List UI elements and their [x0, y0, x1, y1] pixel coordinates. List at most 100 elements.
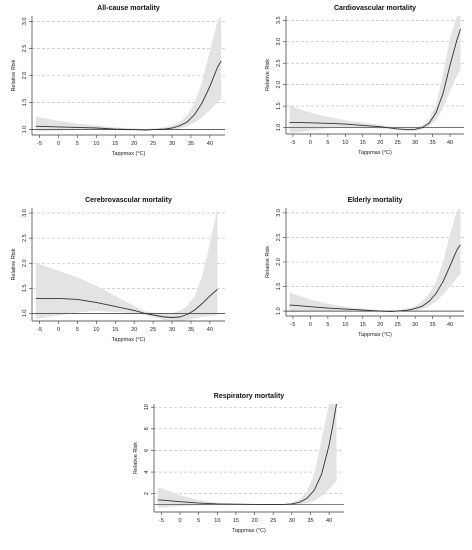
y-tick-label: 8 [144, 427, 150, 430]
y-tick-label: 1.0 [22, 126, 28, 134]
x-tick-label: 40 [447, 322, 453, 328]
y-axis-label: Relative Risk [11, 59, 17, 91]
confidence-band [157, 404, 337, 508]
y-tick-label: 1.0 [22, 310, 28, 318]
y-tick-label: 3.0 [276, 38, 282, 46]
y-tick-label: 1.5 [276, 102, 282, 110]
y-tick-label: 2.5 [276, 234, 282, 242]
x-tick-label: -5 [37, 327, 42, 333]
x-tick-label: 10 [342, 140, 348, 146]
x-tick-label: 5 [76, 327, 79, 333]
x-tick-label: 25 [395, 140, 401, 146]
y-tick-label: 10 [144, 404, 150, 410]
y-axis-label: Relative Risk [265, 59, 271, 91]
x-axis-label: Tappmax (°C) [232, 528, 266, 534]
x-tick-label: 35 [188, 327, 194, 333]
confidence-band [289, 208, 461, 313]
y-tick-label: 3.0 [276, 209, 282, 217]
x-tick-label: 25 [395, 322, 401, 328]
x-tick-label: 30 [289, 518, 295, 524]
chart-panel-3: Cerebrovascular mortality -5 0 5 10 15 20 25 30 3… [11, 197, 225, 343]
y-tick-label: 6 [144, 449, 150, 452]
y-tick-label: 2.5 [276, 59, 282, 67]
x-tick-label: 15 [233, 518, 239, 524]
x-tick-label: -5 [159, 518, 164, 524]
y-tick-label: 3.0 [22, 209, 28, 217]
x-tick-label: 25 [150, 141, 156, 147]
y-axis-label: Relative Risk [265, 246, 271, 278]
y-tick-label: 2.0 [22, 259, 28, 267]
x-tick-label: 10 [342, 322, 348, 328]
y-tick-label: 2.0 [276, 258, 282, 266]
x-tick-label: 20 [252, 518, 258, 524]
x-tick-label: 20 [131, 141, 137, 147]
x-tick-label: 5 [197, 518, 200, 524]
chart-panel-5: Respiratory mortality -5 0 5 10 15 20 25 30 35 40 2… [133, 393, 344, 534]
y-tick-label: 2.5 [22, 45, 28, 53]
x-tick-label: 30 [412, 322, 418, 328]
y-tick-label: 1.5 [22, 99, 28, 107]
x-tick-label: 0 [57, 141, 60, 147]
x-tick-label: -5 [37, 141, 42, 147]
x-tick-label: 35 [430, 322, 436, 328]
chart-title: Elderly mortality [348, 197, 403, 204]
x-tick-label: 30 [412, 140, 418, 146]
confidence-band [35, 16, 222, 132]
x-tick-label: 5 [326, 322, 329, 328]
x-tick-label: 40 [207, 141, 213, 147]
x-tick-label: 35 [430, 140, 436, 146]
x-axis-label: Tappmax (°C) [112, 337, 146, 343]
x-tick-label: 40 [447, 140, 453, 146]
relative-risk-line [35, 289, 218, 318]
y-tick-label: 4 [144, 471, 150, 474]
y-tick-label: 2.0 [276, 81, 282, 89]
x-tick-label: 25 [150, 327, 156, 333]
x-tick-label: 10 [93, 141, 99, 147]
y-tick-label: 1.0 [276, 307, 282, 315]
x-tick-label: 0 [179, 518, 182, 524]
x-tick-label: 40 [207, 327, 213, 333]
y-tick-label: 3.0 [22, 18, 28, 26]
chart-panel-1: All-cause mortality -5 0 5 10 15 20 25 30 35 40 1.0… [11, 5, 225, 157]
x-tick-label: 35 [188, 141, 194, 147]
relative-risk-line [289, 28, 461, 131]
y-tick-label: 2.0 [22, 72, 28, 80]
x-axis-label: Tappmax (°C) [358, 332, 392, 338]
chart-title: Cardiovascular mortality [334, 5, 416, 12]
x-tick-label: 20 [131, 327, 137, 333]
relative-risk-line [289, 244, 461, 313]
x-tick-label: 20 [377, 140, 383, 146]
y-tick-label: 2.5 [22, 234, 28, 242]
y-axis-label: Relative Risk [11, 248, 17, 280]
x-tick-label: 5 [76, 141, 79, 147]
chart-title: All-cause mortality [97, 5, 160, 12]
x-tick-label: 25 [270, 518, 276, 524]
y-axis-label: Relative Risk [133, 442, 139, 474]
y-tick-label: 1.5 [22, 285, 28, 293]
relative-risk-line [35, 60, 222, 131]
x-tick-label: 35 [307, 518, 313, 524]
x-tick-label: 0 [309, 140, 312, 146]
x-tick-label: 15 [360, 322, 366, 328]
x-tick-label: -5 [291, 140, 296, 146]
chart-title: Respiratory mortality [214, 393, 285, 400]
x-tick-label: 0 [309, 322, 312, 328]
x-axis-label: Tappmax (°C) [112, 151, 146, 157]
x-tick-label: 20 [377, 322, 383, 328]
y-tick-label: 2 [144, 492, 150, 495]
x-axis-label: Tappmax (°C) [358, 150, 392, 156]
confidence-band [289, 16, 461, 133]
y-tick-label: 3.5 [276, 16, 282, 24]
confidence-band [35, 208, 218, 321]
x-tick-label: 10 [93, 327, 99, 333]
relative-risk-line [157, 403, 337, 505]
x-tick-label: -5 [291, 322, 296, 328]
x-tick-label: 30 [169, 141, 175, 147]
x-tick-label: 30 [169, 327, 175, 333]
chart-title: Cerebrovascular mortality [85, 197, 172, 204]
y-tick-label: 1.5 [276, 283, 282, 291]
x-tick-label: 15 [360, 140, 366, 146]
x-tick-label: 15 [112, 327, 118, 333]
chart-panel-4: Elderly mortality -5 0 5 10 15 20 25 30 35 40 1.0 1.… [265, 197, 464, 338]
